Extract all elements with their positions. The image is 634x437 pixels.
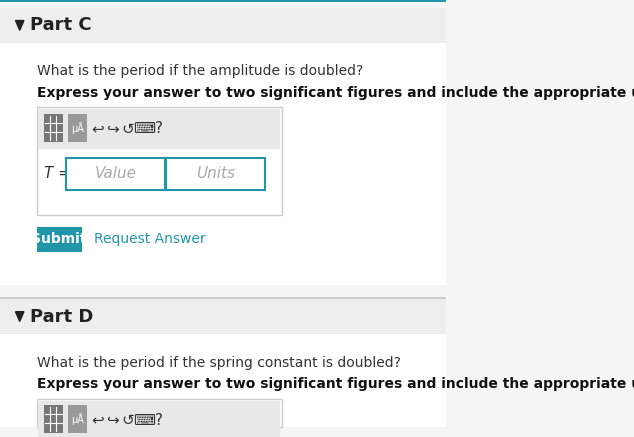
Bar: [0, 297, 446, 299]
Text: Value: Value: [94, 166, 136, 181]
Text: ↺: ↺: [122, 413, 134, 428]
Text: ⌨: ⌨: [133, 413, 155, 428]
Bar: [44, 406, 63, 433]
Bar: [68, 406, 87, 433]
Text: ↩: ↩: [91, 413, 103, 428]
Text: ↩: ↩: [91, 121, 103, 136]
Text: ?: ?: [155, 121, 163, 136]
Bar: [38, 401, 280, 437]
Text: Request Answer: Request Answer: [94, 232, 206, 246]
Bar: [0, 299, 446, 334]
Bar: [37, 227, 82, 252]
Bar: [66, 158, 165, 190]
Text: ↪: ↪: [107, 121, 119, 136]
Text: What is the period if the spring constant is doubled?: What is the period if the spring constan…: [37, 356, 401, 370]
Text: Units: Units: [196, 166, 235, 181]
Bar: [37, 399, 281, 427]
Bar: [38, 109, 280, 149]
Text: Express your answer to two significant figures and include the appropriate units: Express your answer to two significant f…: [37, 86, 634, 100]
Text: T =: T =: [44, 166, 70, 181]
Text: ⌨: ⌨: [133, 121, 155, 136]
Polygon shape: [15, 312, 24, 322]
Bar: [166, 158, 264, 190]
Bar: [44, 114, 63, 142]
Text: μÅ: μÅ: [71, 413, 84, 425]
Text: μÅ: μÅ: [71, 122, 84, 134]
Bar: [37, 108, 281, 215]
Text: ↺: ↺: [122, 121, 134, 136]
Text: ↪: ↪: [107, 413, 119, 428]
Bar: [0, 0, 446, 2]
Bar: [0, 43, 446, 285]
Text: Submit: Submit: [32, 232, 87, 246]
Text: Express your answer to two significant figures and include the appropriate units: Express your answer to two significant f…: [37, 377, 634, 391]
Text: Part C: Part C: [30, 17, 91, 35]
Text: Part D: Part D: [30, 308, 93, 326]
Bar: [0, 334, 446, 427]
Text: ?: ?: [155, 413, 163, 428]
Bar: [68, 114, 87, 142]
Bar: [0, 8, 446, 43]
Polygon shape: [15, 21, 24, 30]
Text: What is the period if the amplitude is doubled?: What is the period if the amplitude is d…: [37, 65, 363, 79]
